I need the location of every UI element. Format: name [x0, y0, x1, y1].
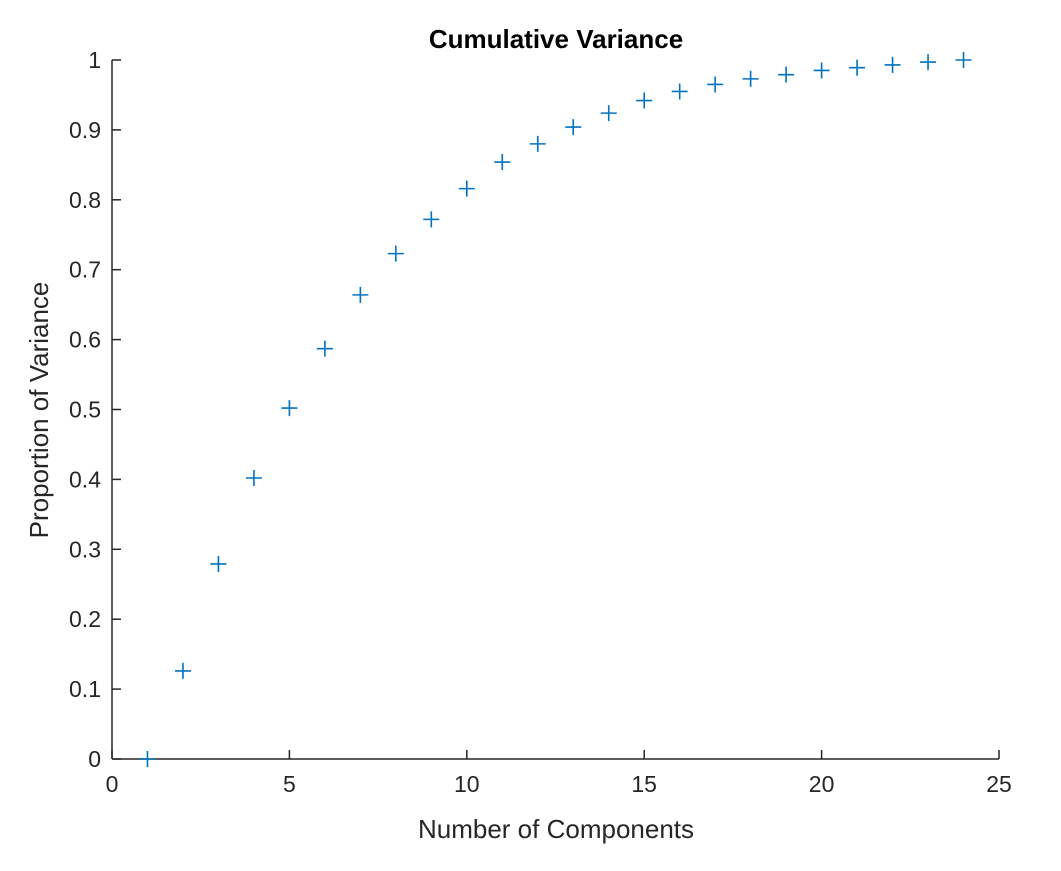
data-point — [245, 470, 262, 487]
data-point — [884, 56, 901, 73]
data-point — [174, 662, 191, 679]
x-tick-label: 15 — [631, 771, 657, 797]
y-tick-label: 0.7 — [69, 257, 101, 283]
data-point — [671, 83, 688, 100]
data-point — [210, 555, 227, 572]
data-point — [600, 105, 617, 122]
x-tick-label: 20 — [809, 771, 835, 797]
data-point — [742, 70, 759, 87]
y-ticks: 0 0.1 0.2 0.3 0.4 0.5 0.6 0.7 0.8 0.9 1 — [69, 47, 121, 772]
x-ticks: 0 5 10 15 20 25 — [106, 750, 1012, 797]
y-tick-label: 1 — [88, 47, 101, 73]
data-points — [139, 52, 972, 767]
data-point — [316, 340, 333, 357]
data-point — [423, 211, 440, 228]
y-tick-label: 0.3 — [69, 536, 101, 562]
x-tick-label: 0 — [106, 771, 119, 797]
y-tick-label: 0 — [88, 746, 101, 772]
data-point — [565, 119, 582, 136]
data-point — [707, 76, 724, 93]
data-point — [281, 400, 298, 417]
axes — [111, 60, 999, 760]
x-tick-label: 25 — [986, 771, 1012, 797]
data-point — [458, 180, 475, 197]
data-point — [139, 751, 156, 767]
x-axis-label: Number of Components — [418, 814, 694, 844]
data-point — [778, 66, 795, 83]
y-tick-label: 0.6 — [69, 327, 101, 353]
y-axis-label: Proportion of Variance — [24, 282, 54, 539]
x-tick-label: 5 — [283, 771, 296, 797]
x-tick-label: 10 — [454, 771, 480, 797]
y-tick-label: 0.8 — [69, 187, 101, 213]
y-tick-label: 0.2 — [69, 606, 101, 632]
data-point — [636, 92, 653, 109]
y-tick-label: 0.5 — [69, 397, 101, 423]
y-tick-label: 0.4 — [69, 466, 101, 492]
data-point — [849, 59, 866, 76]
data-point — [494, 154, 511, 171]
y-tick-label: 0.9 — [69, 117, 101, 143]
data-point — [529, 135, 546, 152]
data-point — [955, 52, 972, 68]
data-point — [813, 62, 830, 79]
data-point — [387, 245, 404, 262]
y-tick-label: 0.1 — [69, 676, 101, 702]
chart-title: Cumulative Variance — [429, 24, 683, 54]
data-point — [352, 286, 369, 303]
data-point — [920, 54, 937, 71]
